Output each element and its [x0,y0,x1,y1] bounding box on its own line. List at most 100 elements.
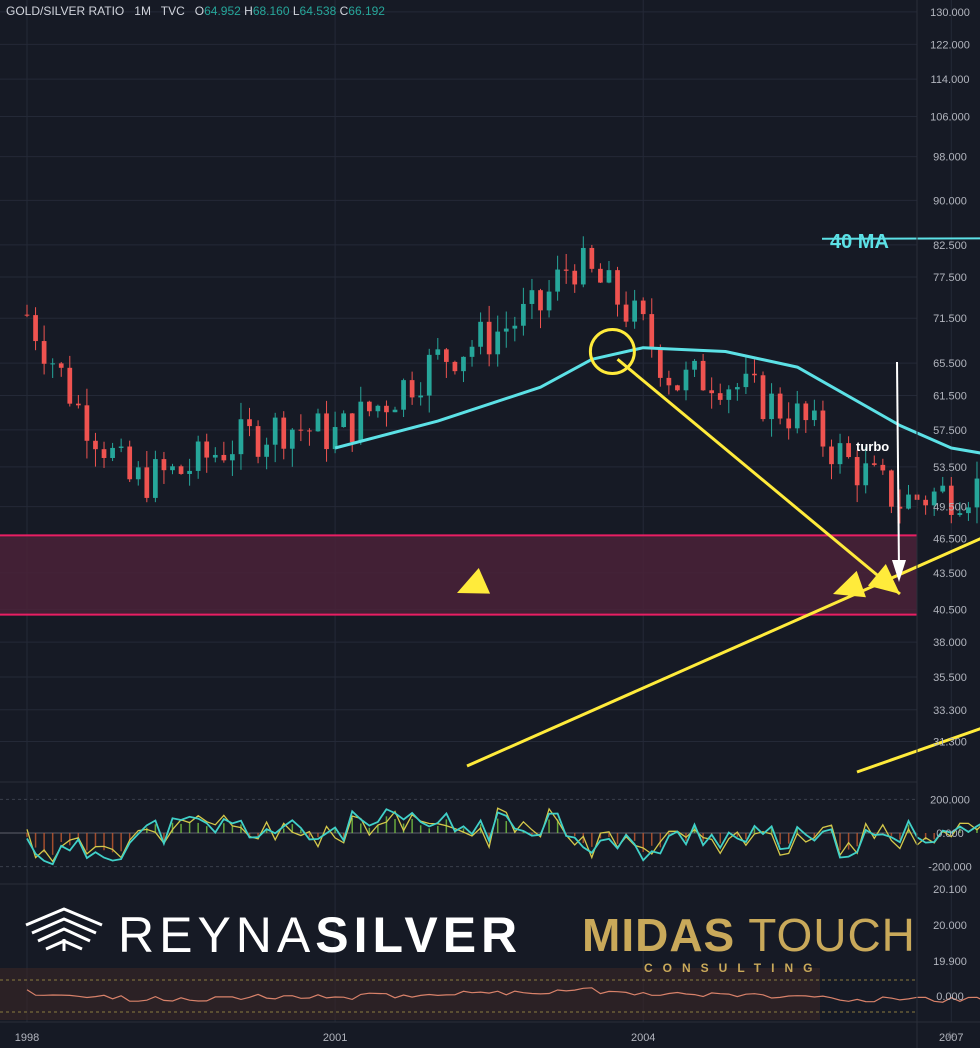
support-zone-fill [0,535,917,615]
candle-body [307,430,312,432]
candle-body [752,373,757,376]
candle-body [546,291,552,311]
ma-40-line [334,346,980,455]
osc-main-line [26,808,980,866]
candle-body [700,360,706,391]
y-tick-label: 33.300 [933,705,967,717]
close-label: C [339,4,349,18]
candle-body [812,410,817,421]
low-value: 64.538 [299,4,337,18]
candle-body [709,390,715,394]
candle-body [923,499,928,506]
touch-text: TOUCH [748,909,916,961]
candle-body [178,466,184,474]
reyna-text: REYNA [118,907,316,963]
close-value: 66.192 [348,4,385,18]
y-tick-label: 61.500 [933,390,967,402]
candle-body [426,354,432,396]
y-tick-label: 98.000 [933,152,967,164]
candle-body [212,454,218,458]
candle-body [512,325,518,329]
candle-body [50,363,56,365]
oscillator-pane [0,798,980,868]
candle-body [871,463,877,465]
osc-tick-label: -200.000 [928,862,971,874]
candle-body [110,447,115,458]
candle-body [803,403,809,421]
candle-body [247,419,252,427]
y-tick-label: 90.000 [933,195,967,207]
candle-body [820,410,826,447]
high-label: H [244,4,253,18]
reyna-logo-icon [25,907,103,951]
candle-body [657,347,663,378]
y-tick-label: 38.000 [933,637,967,649]
y-tick-label: 77.500 [933,272,967,284]
y-tick-label: 82.500 [933,240,967,252]
candle-body [606,270,612,283]
annotations [457,237,980,774]
y-tick-label: 114.000 [931,74,970,86]
candle-body [794,403,800,429]
candle-body [101,449,107,458]
candle-body [195,441,201,471]
candle-body [204,441,210,458]
candle-body [118,446,124,448]
candle-body [863,463,869,486]
candle-body [221,454,227,461]
candle-body [349,413,355,443]
y-tick-label: 122.000 [930,39,970,51]
settings-gear-icon: ☼ [944,1030,956,1045]
candle-body [529,290,535,304]
open-label: O [194,4,205,18]
candles [24,236,980,524]
y-tick-label: 40.500 [933,605,967,617]
candle-body [469,346,475,357]
candle-body [906,494,911,509]
candle-body [315,413,321,432]
candle-body [623,304,629,322]
candle-body [24,314,30,316]
candle-body [555,269,560,292]
candle-body [452,361,458,372]
candle-body [846,443,851,458]
candle-body [366,401,372,412]
candle-body [401,380,406,410]
trend-arrow-line [466,537,980,768]
candle-body [538,290,543,311]
x-tick-label: 2004 [631,1032,655,1044]
candle-body [93,440,98,450]
candle-body [281,417,287,449]
candle-body [324,413,329,450]
y-tick-label: 43.500 [933,568,967,580]
arrow-head [457,568,491,594]
candle-body [889,470,894,507]
candle-body [144,467,150,498]
candle-body [632,300,637,322]
y-tick-label: 65.500 [933,358,967,370]
candle-body [598,268,603,283]
candle-body [692,360,697,370]
candle-body [563,269,569,271]
candle-body [187,470,192,474]
osc-tick-label: 0.000 [936,828,964,840]
candle-body [880,464,886,471]
candle-body [948,485,954,515]
y-tick-label: 49.500 [933,502,967,514]
candle-body [418,395,424,398]
candle-body [786,418,792,429]
candle-body [974,478,980,508]
candle-body [67,367,73,404]
ma-annotation-label: 40 MA [830,231,889,253]
candle-body [572,270,578,285]
y-tick-label: 35.500 [933,672,967,684]
y-tick-label: 130.000 [930,7,970,19]
candle-body [640,300,646,315]
silver-text: SILVER [315,907,523,963]
moving-average [334,346,980,455]
candle-body [58,363,64,368]
candle-body [734,387,740,390]
candle-body [675,385,680,391]
